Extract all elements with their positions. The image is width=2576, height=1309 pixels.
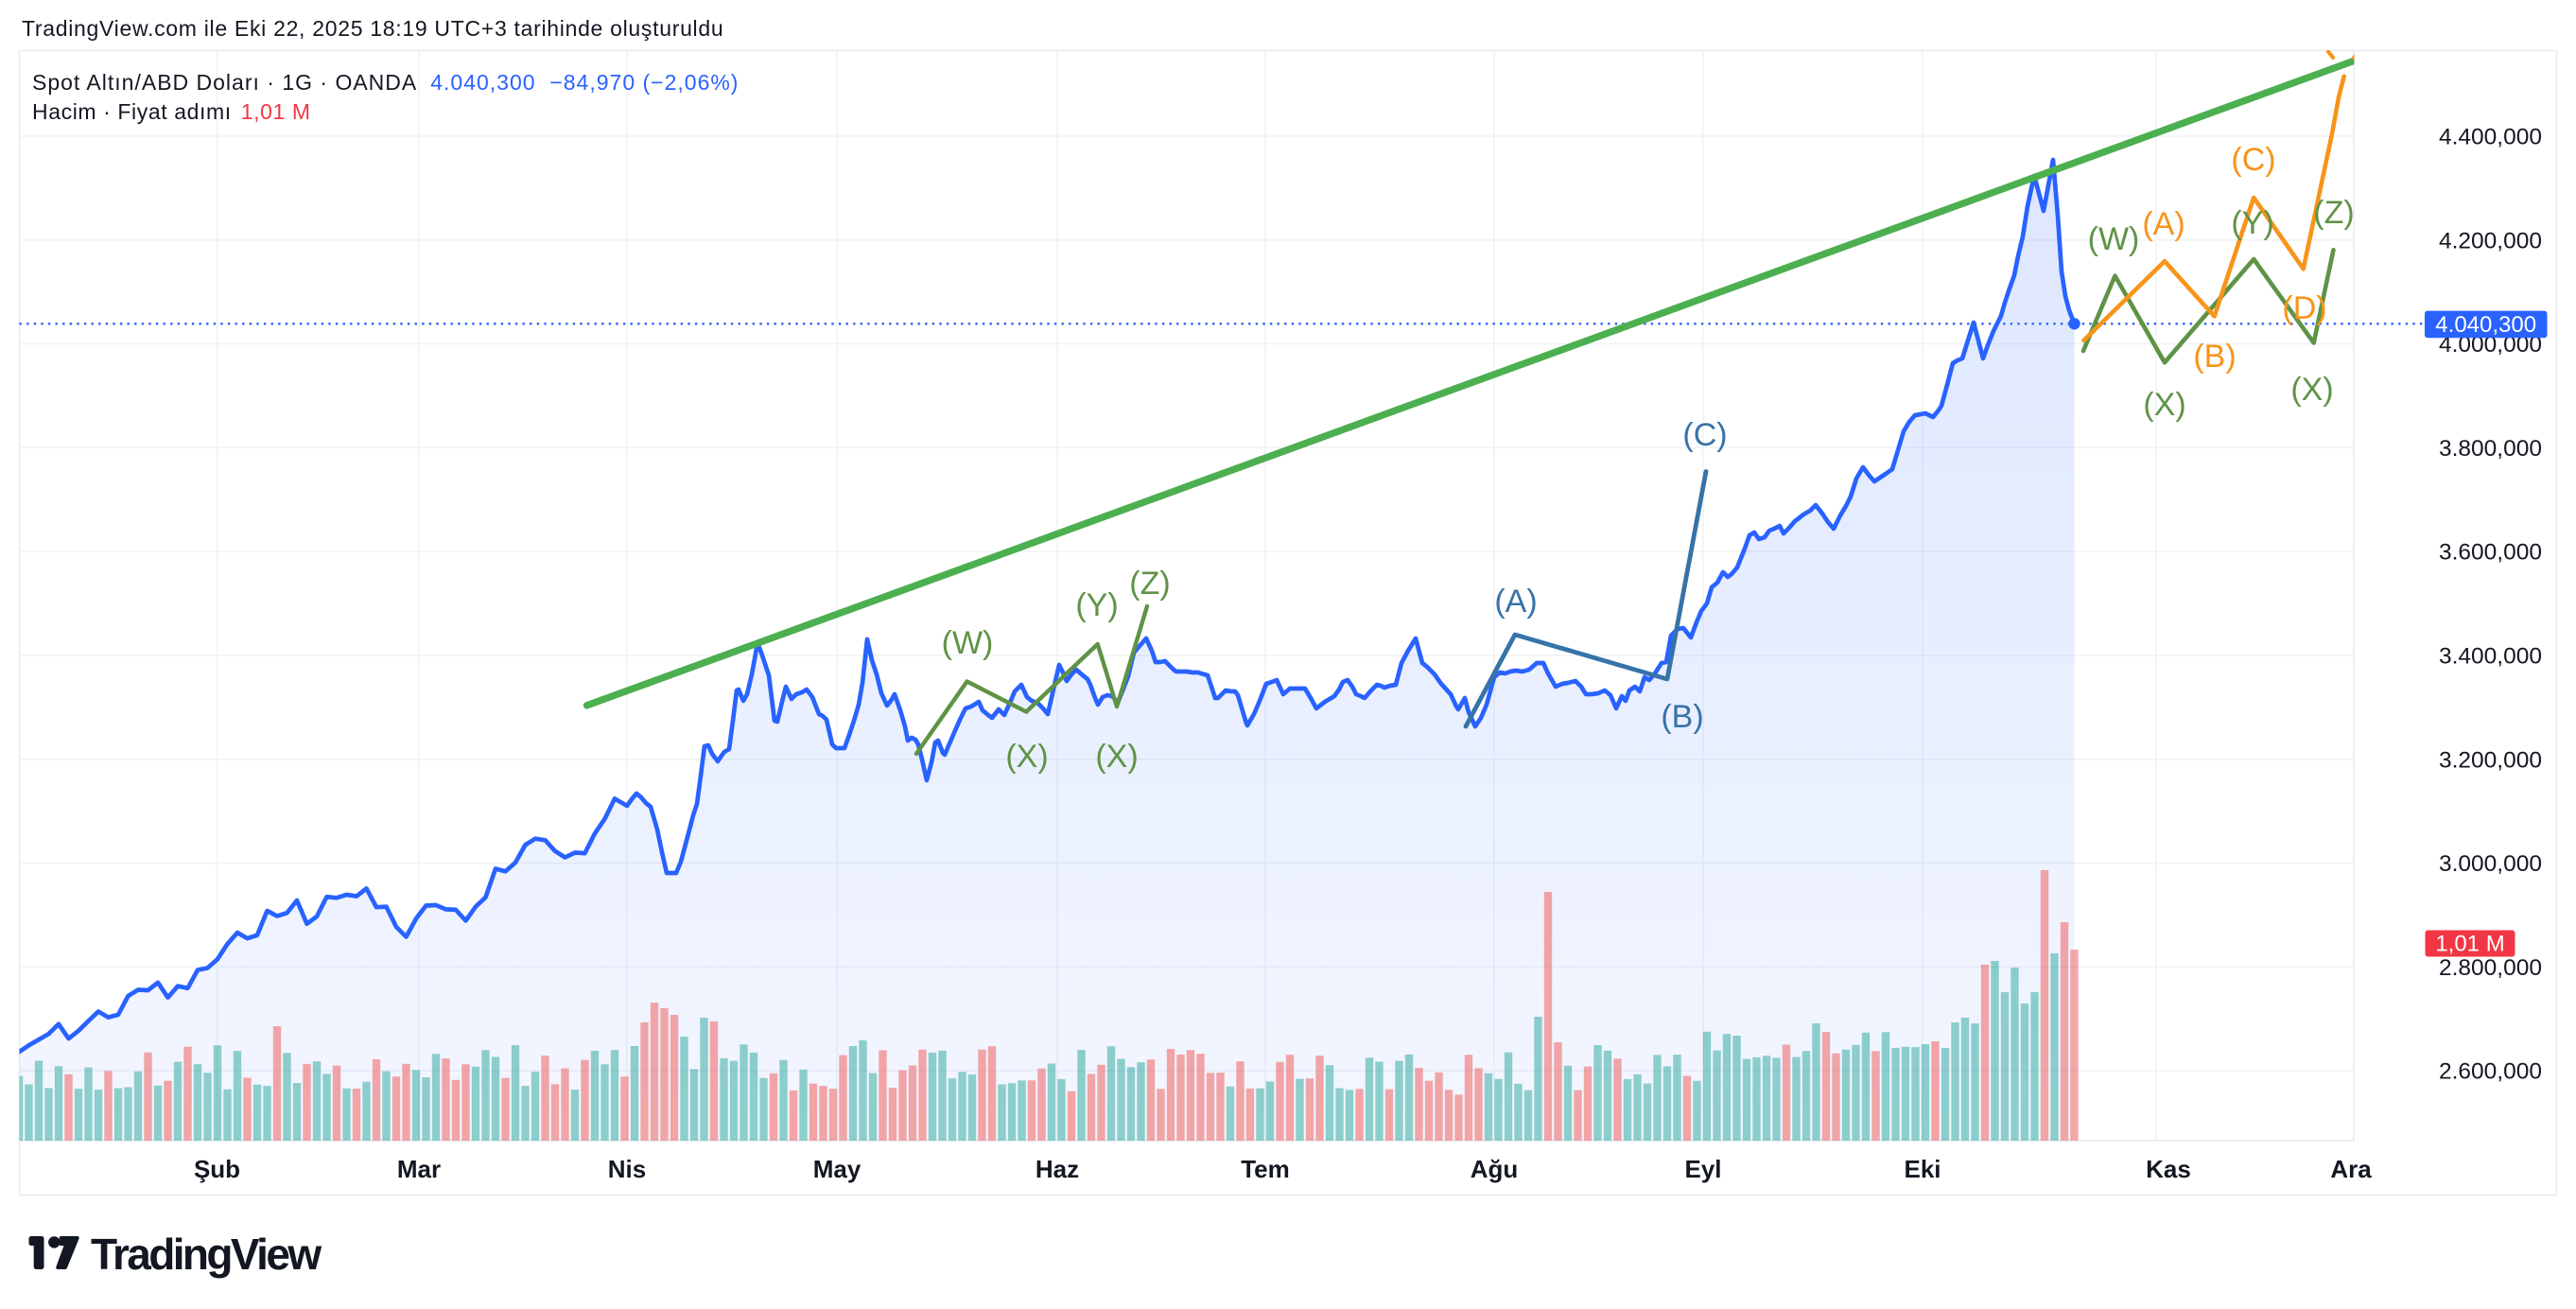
svg-text:(W): (W)	[942, 625, 994, 661]
svg-text:Haz: Haz	[1036, 1155, 1079, 1183]
svg-text:(D): (D)	[2282, 290, 2326, 326]
svg-text:(X): (X)	[1095, 739, 1138, 775]
svg-text:4.040,300: 4.040,300	[2435, 312, 2536, 338]
svg-text:3.200,000: 3.200,000	[2439, 747, 2542, 773]
svg-text:3.000,000: 3.000,000	[2439, 851, 2542, 877]
svg-text:(X): (X)	[2290, 372, 2333, 408]
svg-text:(C): (C)	[1682, 417, 1727, 453]
svg-text:(W): (W)	[2088, 221, 2140, 257]
svg-text:(B): (B)	[1661, 699, 1703, 735]
svg-text:Şub: Şub	[194, 1155, 240, 1183]
svg-text:2.600,000: 2.600,000	[2439, 1059, 2542, 1085]
svg-text:TradingView: TradingView	[91, 1230, 322, 1279]
svg-text:May: May	[813, 1155, 862, 1183]
svg-text:4.400,000: 4.400,000	[2439, 125, 2542, 150]
svg-text:3.800,000: 3.800,000	[2439, 436, 2542, 462]
svg-text:(A): (A)	[1494, 584, 1537, 620]
svg-text:Mar: Mar	[397, 1155, 441, 1183]
svg-text:(B): (B)	[2193, 339, 2236, 375]
svg-text:4.200,000: 4.200,000	[2439, 228, 2542, 253]
svg-text:(Y): (Y)	[2231, 205, 2273, 241]
svg-text:3.600,000: 3.600,000	[2439, 540, 2542, 566]
svg-text:Ağu: Ağu	[1471, 1155, 1519, 1183]
svg-text:1,01 M: 1,01 M	[2435, 932, 2504, 957]
svg-text:Eki: Eki	[1904, 1155, 1941, 1183]
svg-text:Eyl: Eyl	[1684, 1155, 1721, 1183]
svg-text:Tem: Tem	[1241, 1155, 1290, 1183]
svg-text:Ara: Ara	[2330, 1155, 2372, 1183]
svg-text:(X): (X)	[2143, 387, 2185, 423]
svg-text:2.800,000: 2.800,000	[2439, 955, 2542, 981]
svg-text:(C): (C)	[2231, 142, 2275, 178]
svg-text:(Z): (Z)	[1129, 566, 1170, 602]
svg-text:(X): (X)	[1005, 739, 1048, 775]
svg-text:Kas: Kas	[2146, 1155, 2191, 1183]
svg-text:(Z): (Z)	[2313, 195, 2354, 231]
svg-text:(A): (A)	[2142, 206, 2184, 242]
svg-text:3.400,000: 3.400,000	[2439, 644, 2542, 670]
svg-text:Nis: Nis	[608, 1155, 646, 1183]
svg-text:(Y): (Y)	[1075, 587, 1118, 623]
